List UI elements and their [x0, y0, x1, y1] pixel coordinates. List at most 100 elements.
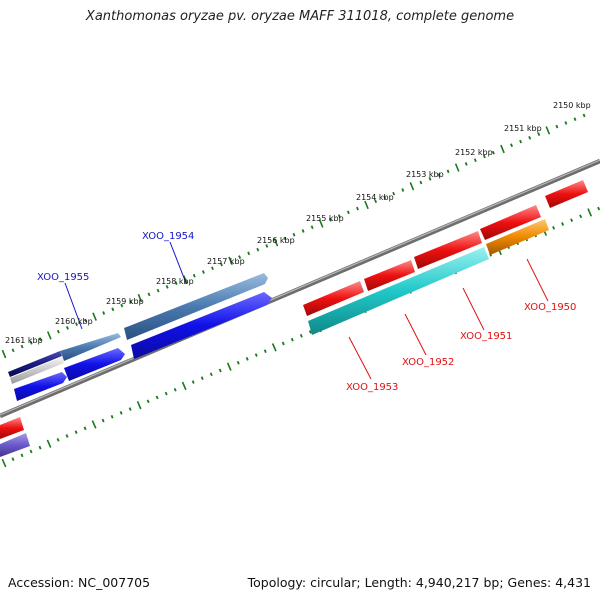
gene-label-xoo-1950[interactable]: XOO_1950 [524, 302, 576, 313]
gene-arrow[interactable] [545, 180, 588, 208]
ruler-minor-tick [209, 372, 213, 377]
gene-arrow[interactable] [8, 351, 62, 377]
gene-label-xoo-1953[interactable]: XOO_1953 [346, 382, 398, 393]
ruler-major-tick [587, 208, 593, 217]
gene-label-xoo-1951[interactable]: XOO_1951 [460, 331, 512, 342]
ruler-minor-tick [383, 195, 387, 200]
gene-arrow[interactable] [480, 205, 541, 240]
ruler-major-tick [92, 312, 97, 321]
gene-arrow-xoo-1955[interactable] [60, 333, 121, 361]
ruler-minor-tick [428, 176, 432, 181]
gene-label-xoo-1954[interactable]: XOO_1954 [142, 231, 194, 242]
ruler-minor-tick [464, 162, 468, 166]
ruler-minor-tick [165, 285, 169, 289]
ruler-major-tick [46, 439, 52, 448]
ruler-minor-tick [191, 380, 195, 384]
ruler-label: 2151 kbp [504, 124, 542, 133]
ruler-minor-tick [11, 457, 15, 461]
ruler-minor-tick [20, 453, 24, 458]
ruler-minor-tick [374, 199, 378, 204]
ruler-minor-tick [173, 387, 177, 392]
ruler-minor-tick [328, 217, 332, 222]
gene-arrow-xoo-1954[interactable] [124, 273, 268, 340]
ruler-minor-tick [437, 173, 441, 177]
gene-arrow-xoo-1950[interactable] [486, 219, 549, 255]
ruler-major-tick [46, 331, 52, 340]
genome-backbone [0, 158, 600, 419]
ruler-minor-tick [555, 124, 559, 129]
ruler-major-tick [409, 182, 415, 191]
ruler-major-tick [182, 275, 188, 284]
ruler-upper-ticks [1, 113, 586, 359]
gene-label-xoo-1952[interactable]: XOO_1952 [402, 357, 454, 368]
gene-arrow[interactable] [303, 281, 364, 316]
ruler-minor-tick [582, 113, 586, 118]
ruler-major-tick [1, 349, 7, 359]
ruler-minor-tick [56, 329, 60, 334]
gene-arrow[interactable] [14, 372, 67, 401]
ruler-label: 2158 kbp [156, 277, 194, 286]
ruler-minor-tick [579, 214, 583, 219]
gene-label-xoo-1955[interactable]: XOO_1955 [37, 272, 89, 283]
ruler-label: 2153 kbp [406, 170, 444, 179]
ruler-major-tick [91, 420, 97, 429]
ruler-minor-tick [299, 333, 303, 338]
gene-arrow[interactable] [364, 260, 415, 291]
ruler-minor-tick [129, 299, 133, 304]
ruler-minor-tick [84, 318, 88, 323]
ruler-major-tick [136, 400, 142, 410]
ruler-major-tick [228, 256, 233, 266]
ruler-minor-tick [256, 247, 260, 252]
ruler-minor-tick [337, 214, 341, 218]
ruler-minor-tick [101, 418, 105, 423]
ruler-major-tick [271, 343, 277, 352]
ruler-minor-tick [156, 288, 160, 293]
gene-label-leaders [64, 241, 549, 380]
ruler-major-tick [1, 458, 7, 468]
ruler-label: 2154 kbp [356, 193, 394, 202]
ruler-minor-tick [392, 191, 396, 196]
ruler-major-tick [181, 381, 187, 391]
accession-text: Accession: NC_007705 [8, 575, 151, 590]
ruler-minor-tick [537, 132, 541, 136]
genome-title: Xanthomonas oryzae pv. oryzae MAFF 31101… [85, 9, 515, 24]
ruler-minor-tick [38, 445, 42, 450]
ruler-minor-tick [211, 266, 214, 271]
gene-arrow[interactable] [131, 292, 272, 359]
ruler-label: 2160 kbp [55, 317, 93, 326]
ruler-minor-tick [573, 117, 577, 121]
ruler-minor-tick [111, 307, 115, 312]
ruler-minor-tick [473, 158, 477, 163]
ruler-major-tick [545, 126, 551, 135]
ruler-minor-tick [519, 139, 523, 144]
ruler-minor-tick [147, 292, 151, 297]
topology-text: Topology: circular; Length: 4,940,217 bp… [247, 575, 591, 590]
ruler-minor-tick [482, 154, 486, 159]
gene-arrow[interactable] [0, 433, 30, 457]
ruler-major-tick [500, 144, 505, 154]
ruler-minor-tick [283, 236, 287, 241]
ruler-minor-tick [552, 226, 556, 230]
ruler-minor-tick [56, 438, 60, 442]
gene-arrow[interactable] [0, 417, 24, 439]
ruler-label: 2159 kbp [106, 297, 144, 306]
ruler-minor-tick [292, 232, 296, 237]
ruler-minor-tick [236, 360, 240, 365]
ruler-major-tick [226, 362, 232, 371]
gene-arrow[interactable] [64, 348, 125, 381]
ruler-label: 2152 kbp [455, 148, 493, 157]
ruler-labels: 2150 kbp 2151 kbp 2152 kbp 2153 kbp 2154… [5, 101, 591, 345]
ruler-minor-tick [346, 210, 350, 215]
genome-backbone-highlight [0, 159, 600, 416]
ruler-minor-tick [29, 340, 33, 345]
ruler-minor-tick [281, 341, 285, 346]
gene-arrow[interactable] [414, 231, 482, 269]
ruler-minor-tick [110, 414, 114, 419]
gene-arrow[interactable] [10, 357, 64, 384]
gene-arrow-xoo-1953[interactable] [308, 247, 489, 335]
ruler-minor-tick [301, 229, 305, 233]
ruler-minor-tick [597, 206, 600, 211]
ruler-minor-tick [570, 218, 574, 222]
ruler-major-tick [318, 219, 324, 228]
ruler-minor-tick [356, 206, 359, 211]
